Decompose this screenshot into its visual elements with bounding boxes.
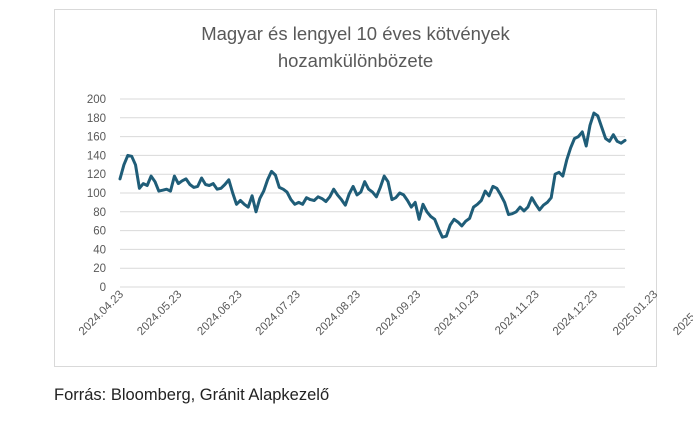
source-note: Forrás: Bloomberg, Gránit Alapkezelő [54,386,330,404]
y-tick-label-6: 120 [87,169,106,181]
x-axis-ticks: 2024.04.23 2024.05.23 2024.06.23 2024.07.23… [77,289,693,338]
x-tick-label-9: 2025.01.23 [611,289,660,338]
x-tick-label-1: 2024.05.23 [135,289,184,338]
series-layer [118,111,627,239]
y-tick-label-1: 20 [93,263,106,275]
y-tick-label-9: 180 [87,113,106,125]
y-tick-label-0: 0 [100,282,106,294]
x-tick-label-2: 2024.06.23 [195,289,244,338]
y-tick-label-2: 40 [93,244,106,256]
chart-title: Magyar és lengyel 10 éves kötvények hoza… [54,20,657,74]
x-tick-label-8: 2024.12.23 [551,289,600,338]
x-tick-label-7: 2024.11.23 [493,289,542,338]
y-axis-ticks: 0 20 40 60 80 100 120 140 160 180 200 [87,94,106,294]
chart-frame [54,9,657,367]
y-tick-label-8: 160 [87,132,106,144]
gridlines [120,98,625,288]
y-tick-label-7: 140 [87,150,106,162]
y-tick-label-5: 100 [87,188,106,200]
x-tick-label-4: 2024.08.23 [314,289,363,338]
x-tick-label-0: 2024.04.23 [77,289,126,338]
x-tick-label-10: 2025.02.23 [671,289,693,338]
y-tick-label-4: 80 [93,207,106,219]
chart-title-line-1: Magyar és lengyel 10 éves kötvények [201,23,510,44]
x-tick-label-3: 2024.07.23 [254,289,303,338]
x-tick-label-5: 2024.09.23 [374,289,423,338]
y-tick-label-3: 60 [93,226,106,238]
chart-title-line-2: hozamkülönbözete [277,50,434,71]
series-line-0 [118,111,627,239]
x-tick-label-6: 2024.10.23 [432,289,481,338]
y-tick-label-10: 200 [87,94,106,106]
